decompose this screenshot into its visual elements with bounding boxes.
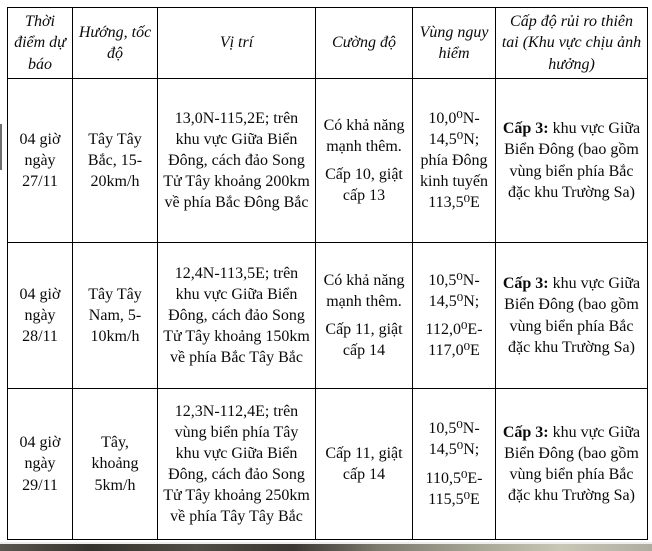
cell-position: 12,4N-113,5E; trên khu vực Giữa Biển Đôn…	[157, 242, 316, 389]
cell-risk-level: Cấp 3: khu vực Giữa Biển Đông (bao gồm v…	[495, 388, 648, 540]
cell-risk-level: Cấp 3: khu vực Giữa Biển Đông (bao gồm v…	[495, 78, 648, 243]
cell-position: 13,0N-115,2E; trên khu vực Giữa Biển Đôn…	[157, 78, 316, 243]
cell-forecast-time: 04 giờ ngày 27/11	[7, 78, 73, 243]
danger-zone-lon: 112,0⁰E-117,0⁰E	[425, 321, 483, 360]
cell-danger-zone: 10,0⁰N-14,5⁰N; phía Đông kinh tuyến 113,…	[412, 78, 496, 243]
danger-zone-lat: 10,0⁰N-14,5⁰N; phía Đông kinh tuyến 113,…	[420, 109, 488, 212]
forecast-row-28-11: 04 giờ ngày 28/11 Tây Tây Nam, 5-10km/h …	[7, 242, 648, 389]
col-header-forecast-time: Thời điểm dự báo	[7, 7, 73, 79]
cell-risk-level: Cấp 3: khu vực Giữa Biển Đông (bao gồm v…	[495, 242, 648, 389]
intensity-note: Có khả năng mạnh thêm.	[323, 116, 405, 155]
intensity-level: Cấp 10, giật cấp 13	[325, 166, 403, 205]
cell-forecast-time: 04 giờ ngày 29/11	[7, 388, 73, 540]
col-header-direction-speed: Hướng, tốc độ	[72, 7, 158, 79]
risk-level-label: Cấp 3:	[502, 423, 549, 441]
cell-direction-speed: Tây Tây Bắc, 15-20km/h	[72, 78, 158, 243]
forecast-row-27-11: 04 giờ ngày 27/11 Tây Tây Bắc, 15-20km/h…	[7, 78, 648, 243]
risk-level-area: khu vực Giữa Biển Đông (bao gồm vùng biể…	[504, 423, 641, 505]
danger-zone-lat: 10,5⁰N-14,5⁰N;	[428, 271, 480, 310]
col-header-position: Vị trí	[157, 7, 316, 79]
table-header-row: Thời điểm dự báo Hướng, tốc độ Vị trí Cư…	[7, 7, 648, 79]
cell-intensity: Có khả năng mạnh thêm. Cấp 11, giật cấp …	[315, 242, 413, 389]
bottom-partial-element	[0, 542, 652, 551]
cell-position: 12,3N-112,4E; trên vùng biển phía Tây kh…	[157, 388, 316, 540]
cell-forecast-time: 04 giờ ngày 28/11	[7, 242, 73, 389]
danger-zone-lat: 10,5⁰N-14,5⁰N;	[428, 420, 480, 459]
danger-zone-lon: 110,5⁰E-115,5⁰E	[425, 469, 483, 508]
forecast-row-29-11: 04 giờ ngày 29/11 Tây, khoảng 5km/h 12,3…	[7, 388, 648, 540]
left-edge-artifact	[0, 124, 2, 170]
risk-level-label: Cấp 3:	[502, 120, 549, 138]
cell-intensity: Có khả năng mạnh thêm. Cấp 10, giật cấp …	[315, 78, 413, 243]
cell-intensity: Cấp 11, giật cấp 14	[315, 388, 413, 540]
forecast-table: Thời điểm dự báo Hướng, tốc độ Vị trí Cư…	[7, 7, 648, 540]
risk-level-area: khu vực Giữa Biển Đông (bao gồm vùng biể…	[504, 275, 641, 356]
risk-level-label: Cấp 3:	[502, 275, 549, 293]
cell-danger-zone: 10,5⁰N-14,5⁰N; 112,0⁰E-117,0⁰E	[412, 242, 496, 389]
cell-direction-speed: Tây, khoảng 5km/h	[72, 388, 158, 540]
intensity-level: Cấp 11, giật cấp 14	[325, 321, 403, 360]
intensity-note: Có khả năng mạnh thêm.	[323, 271, 405, 310]
col-header-danger-zone: Vùng nguy hiểm	[412, 7, 496, 79]
cell-direction-speed: Tây Tây Nam, 5-10km/h	[72, 242, 158, 389]
risk-level-area: khu vực Giữa Biển Đông (bao gồm vùng biể…	[504, 120, 641, 201]
col-header-intensity: Cường độ	[315, 7, 413, 79]
col-header-risk-level: Cấp độ rủi ro thiên tai (Khu vực chịu ản…	[495, 7, 648, 79]
cell-danger-zone: 10,5⁰N-14,5⁰N; 110,5⁰E-115,5⁰E	[412, 388, 496, 540]
intensity-level: Cấp 11, giật cấp 14	[325, 444, 403, 483]
